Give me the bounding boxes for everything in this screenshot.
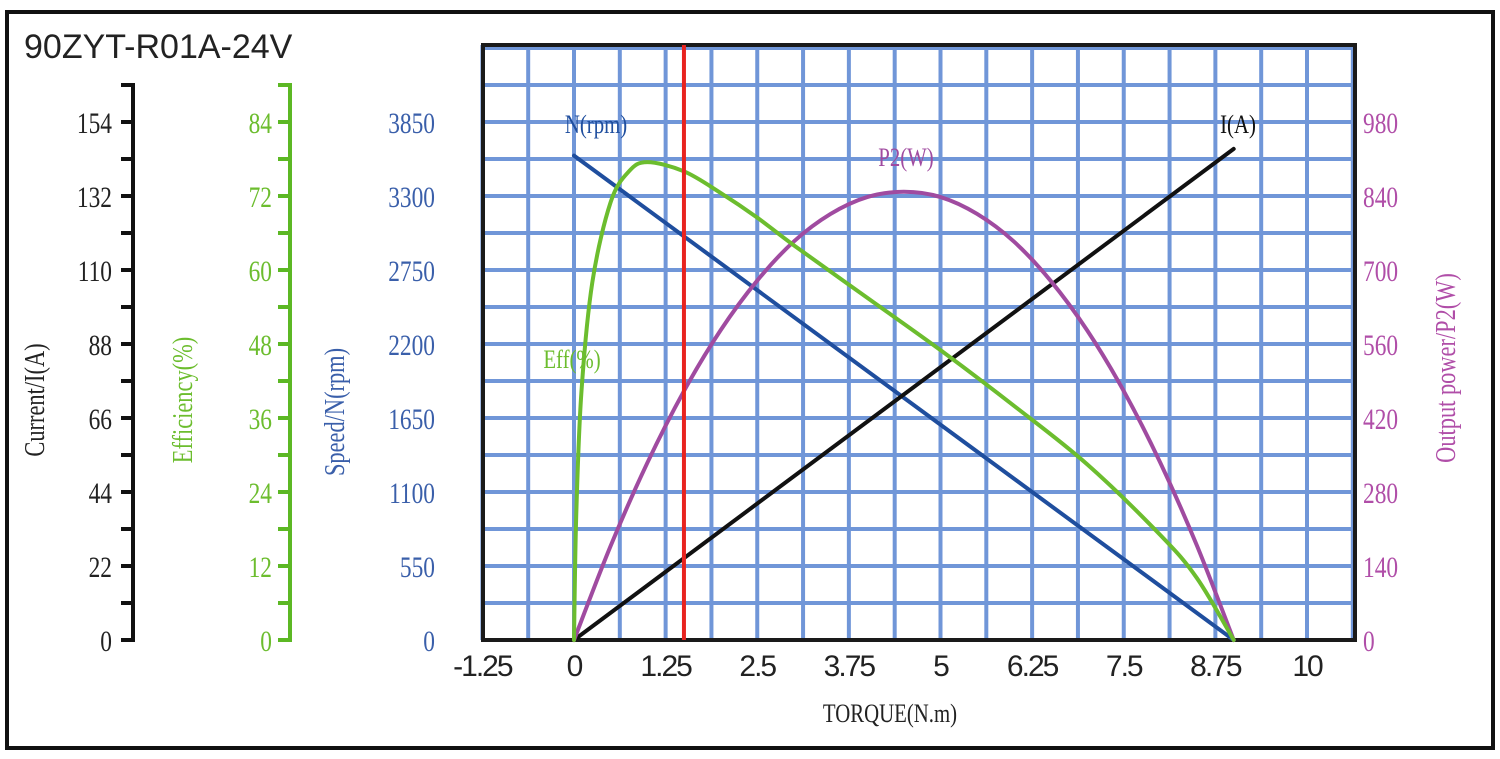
x-tick-label: 5 xyxy=(933,650,949,683)
efficiency-tick-label: 24 xyxy=(249,476,273,509)
x-tick-label: 8.75 xyxy=(1190,650,1242,683)
x-tick-label: -1.25 xyxy=(453,650,513,683)
efficiency-tick-label: 72 xyxy=(249,180,272,213)
x-tick-label: 7.5 xyxy=(1106,650,1143,683)
outer-frame xyxy=(5,10,1495,750)
power-tick-label: 560 xyxy=(1363,328,1398,361)
speed-tick-label: 3300 xyxy=(388,180,435,213)
current-tick-label: 88 xyxy=(89,328,112,361)
x-tick-label: 1.25 xyxy=(640,650,692,683)
power-tick-label: 0 xyxy=(1363,624,1375,657)
series-line-p2-w xyxy=(572,189,1236,642)
series-line-eff xyxy=(572,160,1236,642)
current-tick-label: 132 xyxy=(77,180,112,213)
efficiency-tick-label: 36 xyxy=(249,402,272,435)
x-tick-label: 2.5 xyxy=(739,650,776,683)
series-label-eff: Eff(%) xyxy=(543,346,600,375)
current-tick-label: 66 xyxy=(89,402,112,435)
x-tick-label: 6.25 xyxy=(1007,650,1059,683)
speed-tick-label: 2750 xyxy=(388,254,435,287)
efficiency-tick-label: 60 xyxy=(249,254,272,287)
current-tick-label: 154 xyxy=(77,106,113,139)
current-tick-label: 22 xyxy=(89,550,112,583)
chart-title: 90ZYT-R01A-24V xyxy=(24,28,293,66)
current-tick-label: 44 xyxy=(89,476,113,509)
x-tick-label: 10 xyxy=(1292,650,1323,683)
power-tick-label: 700 xyxy=(1363,254,1398,287)
power-tick-label: 140 xyxy=(1363,550,1398,583)
series-label-n-rpm: N(rpm) xyxy=(565,111,627,140)
series-label-p2-w: P2(W) xyxy=(878,144,933,173)
speed-tick-label: 1650 xyxy=(388,402,435,435)
speed-tick-label: 1100 xyxy=(389,476,435,509)
plot-border xyxy=(481,43,1357,642)
x-tick-label: 0 xyxy=(567,650,583,683)
power-tick-label: 980 xyxy=(1363,106,1398,139)
speed-axis-title: Speed/N(rpm) xyxy=(320,348,351,476)
power-tick-label: 420 xyxy=(1363,402,1398,435)
current-axis-title: Current/I(A) xyxy=(20,343,51,456)
efficiency-tick-label: 48 xyxy=(249,328,272,361)
speed-tick-label: 3850 xyxy=(388,106,435,139)
speed-tick-label: 2200 xyxy=(388,328,435,361)
speed-tick-label: 0 xyxy=(423,624,435,657)
power-tick-label: 840 xyxy=(1363,180,1398,213)
current-tick-label: 110 xyxy=(78,254,112,287)
power-axis-title: Output power/P2(W) xyxy=(1431,273,1462,463)
efficiency-tick-label: 12 xyxy=(249,550,272,583)
efficiency-axis-title: Efficiency(%) xyxy=(168,337,199,463)
efficiency-tick-label: 0 xyxy=(260,624,272,657)
speed-tick-label: 550 xyxy=(400,550,435,583)
power-tick-label: 280 xyxy=(1363,476,1398,509)
efficiency-tick-label: 84 xyxy=(249,106,273,139)
series-label-i-a: I(A) xyxy=(1220,111,1256,140)
x-axis-title: TORQUE(N.m) xyxy=(823,700,957,729)
x-tick-label: 3.75 xyxy=(824,650,876,683)
current-tick-label: 0 xyxy=(100,624,112,657)
